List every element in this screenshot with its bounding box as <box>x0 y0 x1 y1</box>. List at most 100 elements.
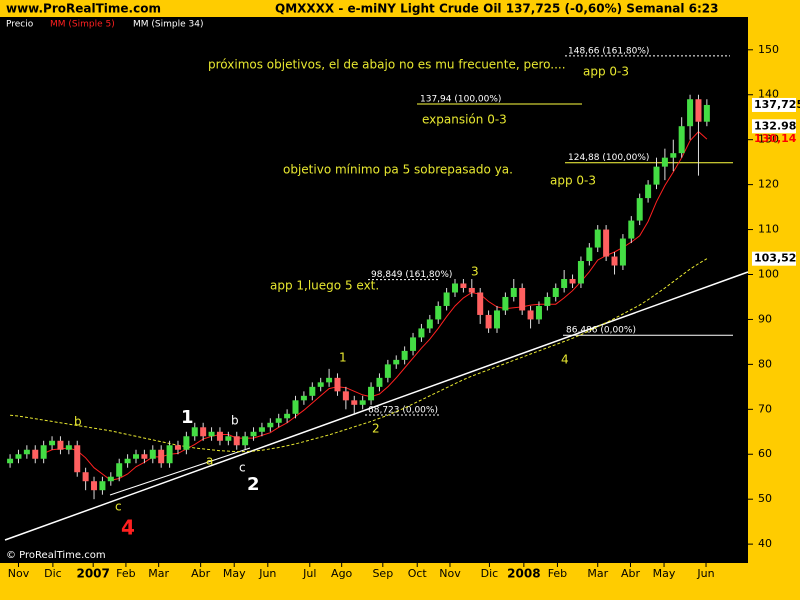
annotation: app 0-3 <box>550 174 596 188</box>
price-badge-label: 130,14 <box>754 132 797 145</box>
candle-body <box>628 220 635 239</box>
candle-body <box>535 305 542 320</box>
candle-body <box>166 445 173 464</box>
candle-body <box>65 445 72 450</box>
candle-body <box>653 166 660 185</box>
candle-body <box>460 283 467 288</box>
candle-body <box>485 314 492 329</box>
annotation: 4 <box>121 516 135 540</box>
candle-body <box>200 427 207 437</box>
candle-body <box>452 283 459 293</box>
x-tick-label: Sep <box>372 567 393 580</box>
candle-body <box>586 247 593 262</box>
candle-body <box>267 422 274 428</box>
y-tick-label: 140 <box>758 88 779 101</box>
x-tick-label: Abr <box>191 567 211 580</box>
level-label: 98,849 (161,80%) <box>371 270 452 280</box>
trend-line <box>4 271 749 541</box>
candle-body <box>376 377 383 387</box>
y-tick-label: 120 <box>758 178 779 191</box>
annotation: 1 <box>181 407 194 428</box>
candle-body <box>502 296 509 311</box>
candle-body <box>284 413 291 419</box>
annotation: 2 <box>372 422 380 436</box>
site-name: www.ProRealTime.com <box>6 2 161 16</box>
x-tick-label: May <box>223 567 246 580</box>
candle-body <box>309 386 316 396</box>
annotation: app 0-3 <box>583 65 629 79</box>
x-tick-label: Abr <box>621 567 641 580</box>
annotation: próximos objetivos, el de abajo no es mu… <box>208 58 566 72</box>
candle-body <box>594 229 601 248</box>
x-tick-label: Dic <box>481 567 499 580</box>
plot-area <box>0 17 748 563</box>
candle-body <box>510 287 517 297</box>
candle-body <box>292 400 299 414</box>
x-tick-label: Jun <box>258 567 276 580</box>
level-label: 137,94 (100,00%) <box>420 95 501 105</box>
x-tick-label: Feb <box>116 567 135 580</box>
annotation: b <box>231 414 239 428</box>
candle-body <box>326 377 333 383</box>
candle-body <box>124 458 131 464</box>
candle-body <box>300 395 307 401</box>
legend-entry: Precio <box>6 20 34 30</box>
candle-body <box>191 427 198 437</box>
candle-body <box>141 454 148 459</box>
candle-body <box>342 391 349 401</box>
candle-body <box>158 449 165 464</box>
candle-body <box>23 449 30 455</box>
chart-title: QMXXXX - e-miNY Light Crude Oil 137,725 … <box>275 2 718 16</box>
level-label: 68,723 (0,00%) <box>368 406 438 416</box>
x-tick-label: Mar <box>587 567 608 580</box>
candle-body <box>225 436 232 441</box>
candle-body <box>334 377 341 392</box>
candle-body <box>99 481 106 491</box>
y-tick-label: 130 <box>758 133 779 146</box>
level-label: 148,66 (161,80%) <box>568 46 649 56</box>
candle-body <box>401 350 408 360</box>
annotation: 1 <box>339 351 347 365</box>
annotation: objetivo mínimo pa 5 sobrepasado ya. <box>283 163 513 177</box>
candle-body <box>116 463 123 477</box>
y-tick-label: 110 <box>758 223 779 236</box>
y-tick-label: 90 <box>758 312 772 325</box>
candle-body <box>183 436 190 450</box>
price-badge-label: 132.98 <box>754 119 796 132</box>
candle-body <box>468 287 475 293</box>
moving-average <box>10 258 708 453</box>
candle-body <box>477 292 484 315</box>
x-tick-label: Oct <box>408 567 428 580</box>
x-tick-label: May <box>653 567 676 580</box>
annotation: expansión 0-3 <box>422 113 507 127</box>
x-tick-label: 2007 <box>76 567 109 581</box>
price-badge <box>752 251 796 266</box>
candle-body <box>275 418 282 423</box>
candle-body <box>661 157 668 167</box>
y-tick-label: 80 <box>758 357 772 370</box>
y-tick-label: 60 <box>758 447 772 460</box>
level-label: 86,486 (0,00%) <box>566 326 636 336</box>
candle-body <box>678 126 685 154</box>
candle-body <box>57 440 64 450</box>
y-tick-label: 50 <box>758 492 772 505</box>
candle-body <box>527 310 534 320</box>
y-tick-label: 100 <box>758 267 779 280</box>
annotation: 4 <box>561 353 569 367</box>
candle-body <box>426 319 433 329</box>
x-tick-label: Jul <box>302 567 316 580</box>
x-tick-label: Jun <box>696 567 714 580</box>
candle-body <box>695 99 702 122</box>
x-tick-label: Ago <box>331 567 353 580</box>
candle-body <box>107 476 114 482</box>
trend-line <box>109 447 251 496</box>
annotation: b <box>74 415 82 429</box>
candle-body <box>519 287 526 311</box>
price-badge-label: 137,725 <box>754 98 800 111</box>
annotation: 2 <box>247 474 260 495</box>
price-badge <box>752 119 796 134</box>
candle-body <box>561 278 568 288</box>
candle-body <box>242 436 249 446</box>
candle-body <box>687 99 694 127</box>
